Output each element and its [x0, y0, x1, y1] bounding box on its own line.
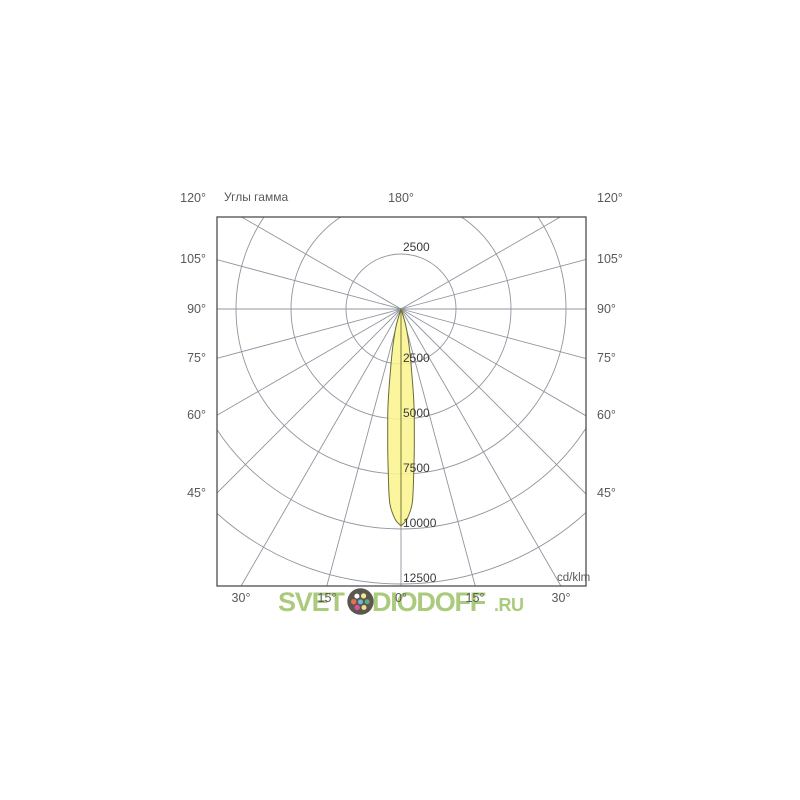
- svg-text:.RU: .RU: [494, 595, 524, 615]
- svg-text:2500: 2500: [403, 351, 430, 365]
- svg-text:120°: 120°: [180, 191, 206, 205]
- svg-text:75°: 75°: [597, 351, 616, 365]
- svg-text:15°: 15°: [466, 591, 485, 605]
- svg-text:Углы гамма: Углы гамма: [224, 190, 288, 204]
- svg-text:10000: 10000: [403, 516, 437, 530]
- svg-text:45°: 45°: [597, 486, 616, 500]
- svg-text:90°: 90°: [597, 302, 616, 316]
- svg-text:5000: 5000: [403, 406, 430, 420]
- svg-text:0°: 0°: [395, 591, 407, 605]
- svg-text:7500: 7500: [403, 461, 430, 475]
- svg-text:90°: 90°: [187, 302, 206, 316]
- svg-text:60°: 60°: [597, 408, 616, 422]
- svg-text:75°: 75°: [187, 351, 206, 365]
- svg-text:12500: 12500: [403, 571, 437, 585]
- svg-text:30°: 30°: [232, 591, 251, 605]
- svg-text:105°: 105°: [180, 252, 206, 266]
- svg-text:2500: 2500: [403, 240, 430, 254]
- svg-text:120°: 120°: [597, 191, 623, 205]
- svg-text:cd/klm: cd/klm: [557, 572, 590, 584]
- svg-text:45°: 45°: [187, 486, 206, 500]
- svg-text:60°: 60°: [187, 408, 206, 422]
- svg-text:15°: 15°: [318, 591, 337, 605]
- svg-text:105°: 105°: [597, 252, 623, 266]
- svg-text:30°: 30°: [552, 591, 571, 605]
- svg-text:180°: 180°: [388, 191, 414, 205]
